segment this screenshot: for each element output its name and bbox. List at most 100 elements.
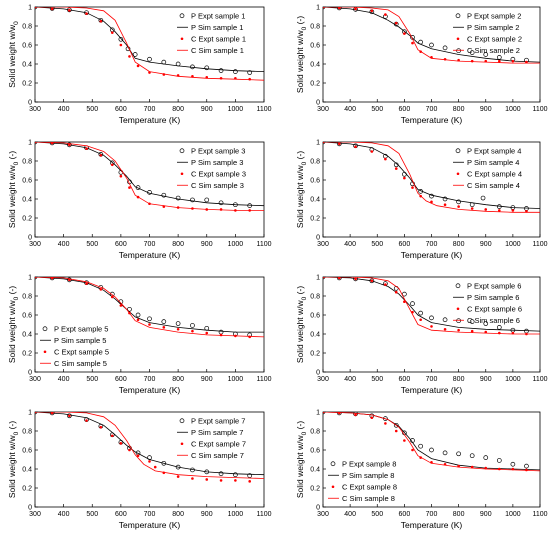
data-point (394, 290, 398, 294)
legend-label: P Sim sample 5 (54, 336, 106, 345)
series-p-sim-sample-3-line (35, 142, 264, 207)
data-point (496, 325, 502, 330)
x-tick-label: 500 (371, 511, 383, 518)
data-point (135, 185, 141, 190)
x-tick-label: 600 (115, 376, 127, 383)
y-tick-label: 0.2 (22, 216, 32, 223)
y-tick-label: 0.8 (310, 159, 320, 166)
y-tick-label: 1 (316, 5, 320, 12)
data-point (119, 304, 123, 307)
data-point (110, 163, 114, 167)
data-point (370, 150, 374, 153)
x-tick-label: 700 (426, 241, 438, 248)
data-point (403, 176, 406, 180)
x-axis-label: Temperature (K) (119, 115, 181, 125)
legend-label: C Expt sample 6 (467, 305, 522, 314)
y-tick-label: 0.4 (22, 467, 32, 474)
data-point (148, 323, 151, 326)
y-tick-label: 0.2 (22, 486, 32, 493)
x-tick-label: 800 (453, 376, 465, 383)
series-layer (323, 277, 540, 336)
y-tick-label: 0.8 (22, 24, 32, 31)
x-axis-label: Temperature (K) (401, 250, 463, 260)
x-tick-label: 500 (371, 376, 383, 383)
data-point (248, 480, 251, 483)
x-tick-label: 800 (453, 511, 465, 518)
legend-label: C Expt sample 8 (342, 483, 397, 492)
x-tick-label: 1100 (532, 376, 547, 383)
legend-label: C Expt sample 1 (191, 35, 246, 44)
legend-circle-marker-icon (42, 326, 48, 332)
data-point (191, 477, 194, 480)
legend-dot-marker-icon (331, 485, 335, 489)
series-p-sim-sample-7-line (35, 412, 264, 476)
data-point (191, 329, 194, 333)
legend-dot-marker-icon (43, 350, 47, 354)
data-point (354, 7, 357, 11)
series-c-sim-sample-5-line (35, 277, 264, 338)
data-point (384, 157, 387, 161)
legend-label: P Expt sample 3 (191, 147, 245, 156)
data-point (484, 208, 488, 211)
legend-label: C Expt sample 4 (467, 170, 522, 179)
data-point (411, 41, 414, 45)
data-point (483, 321, 489, 326)
data-point (248, 335, 251, 339)
x-tick-label: 500 (371, 241, 383, 248)
data-point (354, 145, 357, 149)
data-point (99, 154, 103, 157)
data-point (337, 7, 341, 10)
legend-label: C Sim sample 1 (191, 46, 244, 55)
legend-label: P Expt sample 7 (191, 417, 245, 426)
data-point (118, 36, 124, 42)
x-tick-label: 900 (201, 376, 213, 383)
data-point (370, 9, 374, 13)
y-axis-label: Solid weight w/w0 (7, 21, 20, 88)
y-tick-label: 1 (28, 410, 32, 417)
y-tick-label: 0.6 (310, 313, 320, 320)
x-tick-label: 300 (29, 106, 41, 113)
x-tick-label: 500 (86, 376, 98, 383)
data-point (410, 301, 415, 306)
x-tick-label: 700 (144, 511, 156, 518)
data-point (411, 448, 414, 452)
data-point (337, 142, 341, 146)
data-point (496, 54, 502, 60)
legend-label: C Expt sample 5 (54, 348, 109, 357)
data-point (511, 209, 515, 212)
data-point (190, 323, 195, 328)
x-tick-label: 800 (172, 106, 184, 113)
data-point (480, 195, 486, 201)
legend-label: C Expt sample 3 (191, 170, 246, 179)
y-axis-label: Solid weight w/w0 (-) (7, 421, 20, 498)
data-point (402, 171, 407, 177)
legend-label: C Expt sample 7 (191, 440, 246, 449)
x-tick-label: 800 (172, 376, 184, 383)
legend-circle-marker-icon (455, 13, 461, 19)
data-point (176, 475, 180, 478)
data-point (429, 193, 434, 199)
legend-label: P Expt sample 4 (467, 147, 521, 156)
legend-circle-marker-icon (179, 148, 185, 154)
y-tick-label: 0 (28, 505, 32, 512)
legend-label: C Sim sample 8 (342, 494, 395, 503)
legend-label: P Expt sample 1 (191, 12, 245, 21)
data-point (370, 416, 374, 420)
legend-label: C Sim sample 2 (467, 46, 520, 55)
chart-panel-5: 300 400 500 600 700 800 900 1000 1100 0 0.2 0.4 0.6 0… (7, 275, 272, 396)
data-point (510, 461, 516, 467)
legend-dot-marker-icon (180, 172, 184, 176)
data-point (384, 422, 387, 425)
data-point (354, 277, 357, 281)
data-point (135, 312, 141, 318)
legend-label: P Sim sample 1 (191, 23, 243, 32)
x-tick-label: 700 (426, 376, 438, 383)
y-tick-label: 1 (28, 5, 32, 12)
data-point (233, 69, 238, 74)
data-point (498, 467, 501, 471)
data-point (68, 9, 71, 12)
x-tick-label: 600 (399, 511, 411, 518)
data-point (205, 478, 209, 481)
y-tick-label: 0.2 (310, 81, 320, 88)
data-point (370, 279, 374, 283)
